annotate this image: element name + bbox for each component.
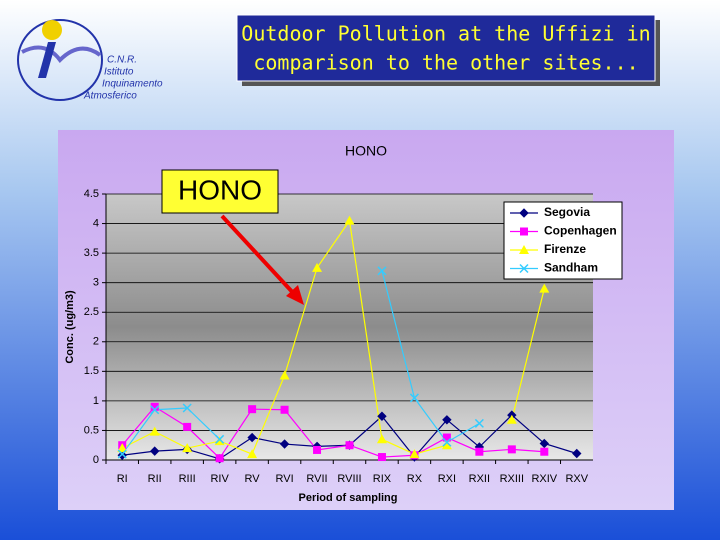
logo-text: Inquinamento [102,79,163,90]
x-tick-label: RIII [179,473,196,485]
logo: C.N.R. Istituto Inquinamento Atmosferico [17,19,163,102]
marker [377,453,386,462]
legend-label: Copenhagen [544,224,617,238]
x-tick-label: RII [148,473,162,485]
y-tick-label: 1 [93,395,99,407]
y-tick-label: 2.5 [84,306,99,318]
marker [149,426,160,436]
x-tick-label: RI [117,473,128,485]
x-tick-label: RVIII [337,473,361,485]
marker [442,433,451,442]
marker [215,454,224,463]
marker [539,438,550,449]
marker [474,418,484,428]
marker [442,415,452,425]
legend-label: Firenze [544,242,586,256]
x-tick-label: RXIV [531,473,557,485]
marker [117,450,127,460]
y-tick-label: 0 [93,454,99,466]
marker [376,434,387,444]
marker [377,411,387,421]
x-tick-label: RVII [306,473,327,485]
legend-label: Segovia [544,205,590,219]
logo-text: Istituto [104,67,134,78]
arrow-head [286,285,304,305]
x-tick-label: RXIII [500,473,524,485]
marker [519,245,529,254]
x-tick-label: RV [245,473,261,485]
marker [150,405,160,415]
marker [215,434,225,444]
series-line [121,270,480,455]
logo-text: Atmosferico [83,91,137,102]
marker [345,441,354,450]
marker [409,393,419,403]
marker [183,422,192,431]
marker [150,402,159,411]
marker [442,437,452,447]
marker [313,445,322,454]
chart-title: HONO [345,143,387,159]
y-axis-label: Conc. (ug/m3) [64,290,76,364]
marker [441,440,452,450]
x-tick-label: RX [407,473,423,485]
x-tick-label: RXI [438,473,456,485]
marker [344,215,355,225]
x-tick-label: RIV [210,473,229,485]
marker [475,447,484,456]
legend-label: Sandham [544,261,598,275]
x-tick-label: RXV [565,473,588,485]
x-tick-label: RXII [469,473,490,485]
annotation-box [161,169,279,214]
x-axis-label: Period of sampling [298,492,397,504]
slide-title: comparison to the other sites... [253,51,638,75]
marker [540,447,549,456]
marker [279,370,290,380]
series-line [121,406,545,460]
x-tick-label: RVI [275,473,293,485]
marker [572,448,582,459]
marker [117,449,127,459]
marker [409,449,420,459]
y-tick-label: 1.5 [84,365,99,377]
y-tick-label: 2 [93,336,99,348]
marker [279,439,290,449]
marker [248,405,257,414]
plot: 0 0.5 1 1.5 2 2.5 3 3.5 4 4.5 RI RII RIII RIV RV RVI RVI… [84,188,623,485]
marker [507,445,516,454]
marker [520,227,528,236]
marker [117,443,128,453]
marker [312,262,323,272]
marker [519,208,529,218]
slide-title: Outdoor Pollution at the Uffizi in [241,22,650,46]
y-tick-label: 4.5 [84,188,99,200]
annotation: HONO [178,174,262,205]
title-box [236,14,656,82]
marker [149,446,160,456]
marker [539,283,550,293]
logo-text: C.N.R. [107,55,137,66]
y-tick-label: 0.5 [84,424,99,436]
marker [377,266,387,276]
y-tick-label: 3.5 [84,247,99,259]
marker [519,263,529,274]
marker [247,432,257,443]
y-tick-label: 3 [93,277,99,289]
marker [280,405,289,414]
marker [182,443,193,453]
marker [247,449,258,459]
x-tick-label: RIX [373,473,392,485]
marker [506,414,517,424]
arrow [220,214,298,298]
y-tick-label: 4 [93,217,99,229]
marker [182,403,192,413]
